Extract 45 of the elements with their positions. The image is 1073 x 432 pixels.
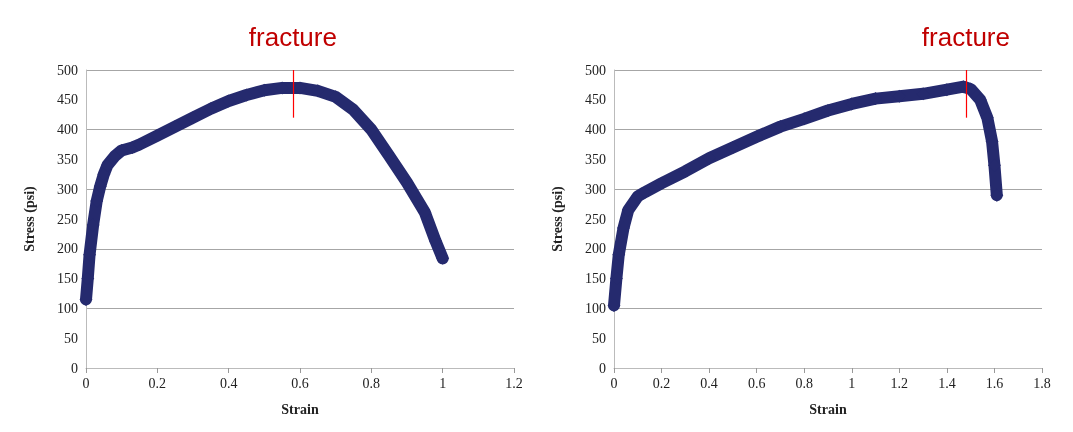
y-axis-title: Stress (psi) [549, 185, 566, 252]
x-tick-label: 0.4 [700, 375, 718, 391]
x-tick-label: 0.2 [652, 375, 671, 391]
ref-line-label: fracture [248, 22, 337, 52]
ref-line-label: fracture [921, 22, 1010, 52]
x-tick-label: 0.2 [148, 375, 167, 391]
y-tick-label: 500 [585, 62, 606, 78]
x-tick-label: 1.8 [1033, 375, 1051, 391]
y-tick-label: 250 [585, 211, 606, 227]
y-tick-label: 300 [57, 181, 78, 197]
y-tick-label: 250 [57, 211, 78, 227]
y-tick-label: 450 [57, 92, 78, 108]
x-tick-label: 1.4 [938, 375, 956, 391]
x-axis-title: Strain [281, 401, 319, 417]
y-tick-label: 0 [71, 360, 78, 376]
y-tick-label: 350 [57, 151, 78, 167]
x-tick-label: 0.8 [362, 375, 381, 391]
x-tick-label: 1 [848, 375, 856, 391]
x-tick-label: 0.8 [795, 375, 813, 391]
y-tick-label: 400 [57, 122, 78, 138]
y-tick-label: 400 [585, 122, 606, 138]
x-tick-label: 0.6 [291, 375, 309, 391]
y-tick-label: 50 [592, 330, 606, 346]
y-tick-label: 50 [64, 330, 78, 346]
y-tick-label: 300 [585, 181, 606, 197]
y-tick-label: 450 [585, 92, 606, 108]
y-tick-label: 200 [585, 241, 606, 257]
x-tick-label: 0.6 [747, 375, 766, 391]
y-tick-label: 0 [599, 360, 606, 376]
y-axis-title: Stress (psi) [21, 185, 38, 252]
y-tick-label: 500 [57, 62, 78, 78]
y-tick-label: 100 [585, 300, 606, 316]
x-tick-label: 1.6 [985, 375, 1004, 391]
y-tick-label: 350 [585, 151, 606, 167]
x-tick-label: 0.4 [219, 375, 238, 391]
y-tick-label: 150 [585, 271, 606, 287]
x-tick-label: 1.2 [890, 375, 909, 391]
y-tick-label: 150 [57, 271, 78, 287]
x-tick-label: 0 [82, 375, 90, 391]
y-tick-label: 100 [57, 300, 78, 316]
x-tick-label: 0 [610, 375, 618, 391]
x-tick-label: 1 [439, 375, 447, 391]
y-tick-label: 200 [57, 241, 78, 257]
x-tick-label: 1.2 [505, 375, 523, 391]
x-axis-title: Strain [809, 401, 847, 417]
